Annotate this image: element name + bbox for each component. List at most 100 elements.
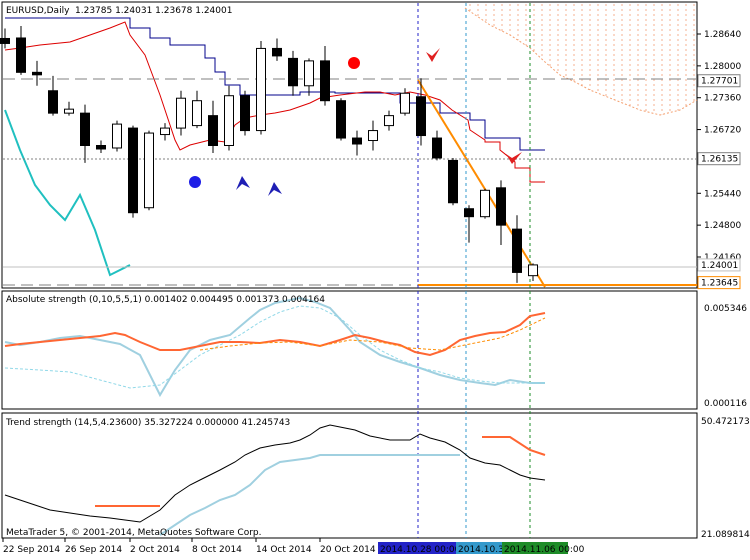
candle xyxy=(320,45,330,106)
candle xyxy=(16,26,26,75)
candle xyxy=(512,215,522,283)
indicator-1-lines xyxy=(4,296,546,398)
date-tick-label: 8 Oct 2014 xyxy=(192,545,242,555)
vline-date-label: 2014.10.28 00:00 xyxy=(380,545,461,555)
price-tick-label: 1.28640 xyxy=(704,30,741,40)
candle xyxy=(48,75,58,116)
price-marker-label: 1.27701 xyxy=(701,77,738,87)
date-tick-label: 26 Sep 2014 xyxy=(65,545,122,555)
price-tick-label: 1.27360 xyxy=(704,94,741,104)
indicator-1-axis: 0.005346 0.000116 xyxy=(704,304,747,409)
candle xyxy=(208,100,218,153)
candle-body-bull xyxy=(400,92,410,114)
price-marker-box xyxy=(697,276,741,290)
vline-date-box xyxy=(502,542,568,554)
candle-body-bull xyxy=(384,115,394,127)
candle xyxy=(256,40,266,135)
candle xyxy=(336,98,346,141)
price-tick-label: 1.24160 xyxy=(704,253,741,263)
candle-body-bear xyxy=(16,37,26,73)
candle-body-bear xyxy=(48,90,58,114)
red-arrow-marker-2 xyxy=(506,152,522,164)
candle-body-bull xyxy=(176,97,186,129)
blue-dot-marker xyxy=(189,176,201,188)
ind1-tick-label: 0.000116 xyxy=(704,399,747,409)
candle xyxy=(64,101,74,116)
trend-line xyxy=(417,79,546,288)
cloud-edge xyxy=(464,7,698,116)
candle-body-bear xyxy=(432,137,442,159)
indicator-2-lines xyxy=(4,424,546,536)
candle-body-bear xyxy=(0,37,10,44)
candle xyxy=(384,110,394,131)
candle-body-bull xyxy=(304,60,314,87)
ind2-coral-2 xyxy=(482,436,546,456)
candle-body-bear xyxy=(512,228,522,273)
price-marker-box xyxy=(697,74,741,88)
candle-body-bear xyxy=(416,96,426,137)
ind1-light-blue-dashed xyxy=(4,305,545,389)
candle-body-bull xyxy=(528,264,538,277)
date-tick-label: 14 Oct 2014 xyxy=(256,545,312,555)
price-marker-label: 1.26135 xyxy=(701,155,738,165)
candle-body-bear xyxy=(80,112,90,146)
candle xyxy=(528,263,538,281)
blue-line xyxy=(5,17,545,151)
candle xyxy=(128,125,138,218)
candle-body-bull xyxy=(160,127,170,136)
vline-date-label: 2014.11.06 00:00 xyxy=(504,545,585,555)
date-tick-label: 20 Oct 2014 xyxy=(320,545,376,555)
date-axis: 22 Sep 2014 26 Sep 2014 2 Oct 2014 8 Oct 20… xyxy=(2,538,585,555)
candle-body-bear xyxy=(288,57,298,87)
ind2-tick-label: 50.472173 xyxy=(701,417,750,427)
candle xyxy=(240,90,250,136)
cloud-hatch xyxy=(464,4,698,116)
candle xyxy=(400,88,410,116)
indicator-1-label: Absolute strength (0,10,5,5,1) 0.001402 … xyxy=(6,295,325,305)
price-axis: 1.28640 1.28000 1.27360 1.26720 1.25440 1.248… xyxy=(697,30,741,290)
candle xyxy=(432,130,442,161)
candle-body-bear xyxy=(96,145,106,150)
candle-body-bear xyxy=(32,71,42,76)
footer-copyright: MetaTrader 5, © 2001-2014, MetaQuotes So… xyxy=(6,528,262,538)
candle-body-bear xyxy=(464,208,474,218)
ind2-tick-label: 21.089814 xyxy=(701,530,750,540)
ohlc-readout: 1.23785 1.24031 1.23678 1.24001 xyxy=(75,6,232,16)
indicator-pane-1 xyxy=(1,290,698,410)
red-dot-marker xyxy=(348,57,360,69)
candle xyxy=(464,205,474,243)
ind1-orange-dashed xyxy=(199,317,546,351)
candle xyxy=(80,104,90,163)
price-marker-box xyxy=(697,152,741,166)
candle-body-bull xyxy=(368,130,378,142)
candle xyxy=(368,120,378,151)
candle xyxy=(96,140,106,153)
candle-body-bear xyxy=(320,60,330,102)
candle-body-bear xyxy=(272,47,282,57)
cyan-line xyxy=(4,109,131,277)
ind1-tick-label: 0.005346 xyxy=(704,304,747,314)
candle xyxy=(224,85,234,151)
blue-arrow-marker-2 xyxy=(268,182,282,196)
candle-body-bear xyxy=(496,187,506,226)
price-tick-label: 1.25440 xyxy=(704,189,741,199)
candle-body-bear xyxy=(240,95,250,132)
candle xyxy=(480,188,490,219)
candle xyxy=(448,157,458,206)
candle-body-bull xyxy=(64,108,74,114)
ind1-coral xyxy=(4,312,546,357)
price-tick-label: 1.26720 xyxy=(704,126,741,136)
candle xyxy=(496,180,506,246)
ind1-light-blue xyxy=(4,296,545,398)
red-line xyxy=(4,21,545,183)
candle-body-bear xyxy=(336,100,346,139)
ind2-light-blue xyxy=(159,454,460,536)
candle xyxy=(416,78,426,146)
candles xyxy=(0,26,538,283)
ind2-black xyxy=(4,424,546,523)
vline-date-box xyxy=(456,542,504,554)
vline-date-label: 2014.10.31 00:00 xyxy=(458,545,539,555)
candle-body-bear xyxy=(208,115,218,146)
indicator-2-axis: 50.472173 21.089814 xyxy=(701,417,750,540)
